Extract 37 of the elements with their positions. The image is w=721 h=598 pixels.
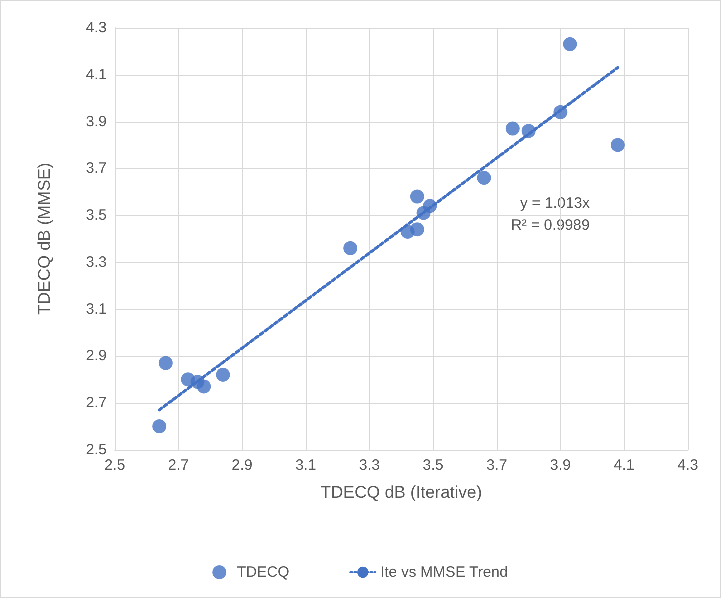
y-axis-title: TDECQ dB (MMSE) [35,162,54,316]
x-tick-label: 4.3 [678,457,698,474]
y-tick-label: 2.5 [86,442,107,458]
y-tick-label: 3.3 [86,254,107,271]
annotation: R² = 0.9989 [511,217,590,234]
y-tick-label: 2.7 [86,394,107,412]
x-tick-label: 2.9 [232,457,253,474]
point [152,420,167,434]
y-tick-label: 4.1 [86,66,107,84]
x-axis-title: TDECQ dB (Iterative) [320,483,482,502]
legend-label: Ite vs MMSE Trend [380,564,508,581]
point [158,356,173,370]
point [410,190,424,204]
x-tick-label: 3.3 [359,457,380,474]
y-tick-label: 3.9 [86,113,107,130]
x-tick-label: 3.9 [550,457,572,474]
x-tick-label: 3.1 [296,457,316,474]
x-tick-label: 3.5 [422,457,444,474]
point [506,122,520,136]
point [197,380,212,394]
point [477,171,492,186]
y-tick-label: 4.3 [86,20,107,36]
x-tick-label: 4.1 [614,457,635,474]
y-tick-label: 3.7 [86,160,107,178]
point [410,222,424,237]
annotation: y = 1.013x [520,195,590,212]
x-tick-label: 2.5 [104,457,126,474]
x-tick-label: 2.7 [168,457,190,474]
x-tick-label: 3.7 [486,457,508,474]
point [610,138,625,152]
y-tick-label: 3.1 [86,300,107,318]
y-tick-label: 2.9 [86,348,107,365]
y-tick-label: 3.5 [86,207,107,224]
legend-label: TDECQ [237,564,290,581]
point [344,241,358,256]
point [216,368,230,382]
point [563,37,578,52]
